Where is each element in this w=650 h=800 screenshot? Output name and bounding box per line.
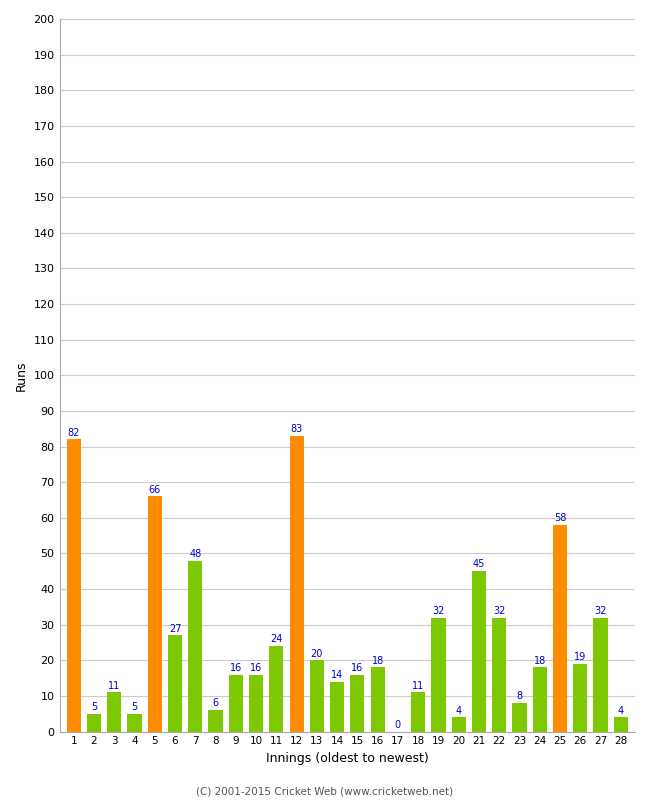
Bar [127,714,142,731]
Text: 16: 16 [250,662,262,673]
Bar [593,618,608,731]
Text: 11: 11 [412,681,424,690]
Text: 45: 45 [473,559,485,570]
Text: (C) 2001-2015 Cricket Web (www.cricketweb.net): (C) 2001-2015 Cricket Web (www.cricketwe… [196,786,454,796]
Bar [330,682,344,731]
Bar [452,718,466,731]
Text: 16: 16 [351,662,363,673]
Bar [614,718,628,731]
Bar [512,703,527,731]
Bar [573,664,588,731]
Bar [209,710,223,731]
Bar [67,439,81,731]
Bar [310,660,324,731]
Bar [289,436,304,731]
Text: 82: 82 [68,428,80,438]
Bar [87,714,101,731]
Text: 16: 16 [229,662,242,673]
Text: 48: 48 [189,549,202,558]
Text: 18: 18 [534,656,546,666]
Bar [168,635,182,731]
Text: 32: 32 [594,606,606,616]
Bar [472,571,486,731]
Bar [188,561,202,731]
Text: 5: 5 [131,702,138,712]
Text: 58: 58 [554,513,566,523]
Bar [492,618,506,731]
Bar [370,667,385,731]
Y-axis label: Runs: Runs [15,360,28,390]
Bar [229,674,243,731]
Text: 32: 32 [493,606,506,616]
Bar [269,646,283,731]
Text: 18: 18 [372,656,383,666]
Bar [532,667,547,731]
Bar [148,497,162,731]
Text: 14: 14 [331,670,343,680]
Bar [411,692,425,731]
Text: 8: 8 [517,691,523,702]
Text: 6: 6 [213,698,218,709]
Bar [553,525,567,731]
Bar [350,674,365,731]
Text: 4: 4 [618,706,624,715]
Text: 11: 11 [108,681,120,690]
Text: 27: 27 [169,624,181,634]
Text: 24: 24 [270,634,283,644]
Text: 19: 19 [574,652,586,662]
Text: 83: 83 [291,424,303,434]
Text: 32: 32 [432,606,445,616]
Bar [107,692,122,731]
Text: 5: 5 [91,702,97,712]
Bar [249,674,263,731]
X-axis label: Innings (oldest to newest): Innings (oldest to newest) [266,752,428,765]
Text: 20: 20 [311,649,323,658]
Text: 4: 4 [456,706,462,715]
Text: 66: 66 [149,485,161,494]
Bar [432,618,445,731]
Text: 0: 0 [395,720,401,730]
